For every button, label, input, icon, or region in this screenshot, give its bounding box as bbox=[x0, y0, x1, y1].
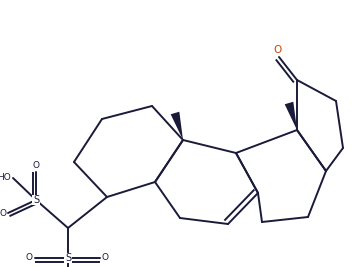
Text: O: O bbox=[32, 161, 40, 170]
Text: S: S bbox=[33, 195, 39, 205]
Polygon shape bbox=[171, 112, 183, 140]
Text: O: O bbox=[26, 253, 33, 262]
Text: O: O bbox=[102, 253, 109, 262]
Polygon shape bbox=[285, 102, 297, 130]
Text: HO: HO bbox=[0, 174, 11, 183]
Text: O: O bbox=[273, 45, 281, 55]
Text: S: S bbox=[65, 253, 71, 263]
Text: O: O bbox=[0, 210, 6, 218]
